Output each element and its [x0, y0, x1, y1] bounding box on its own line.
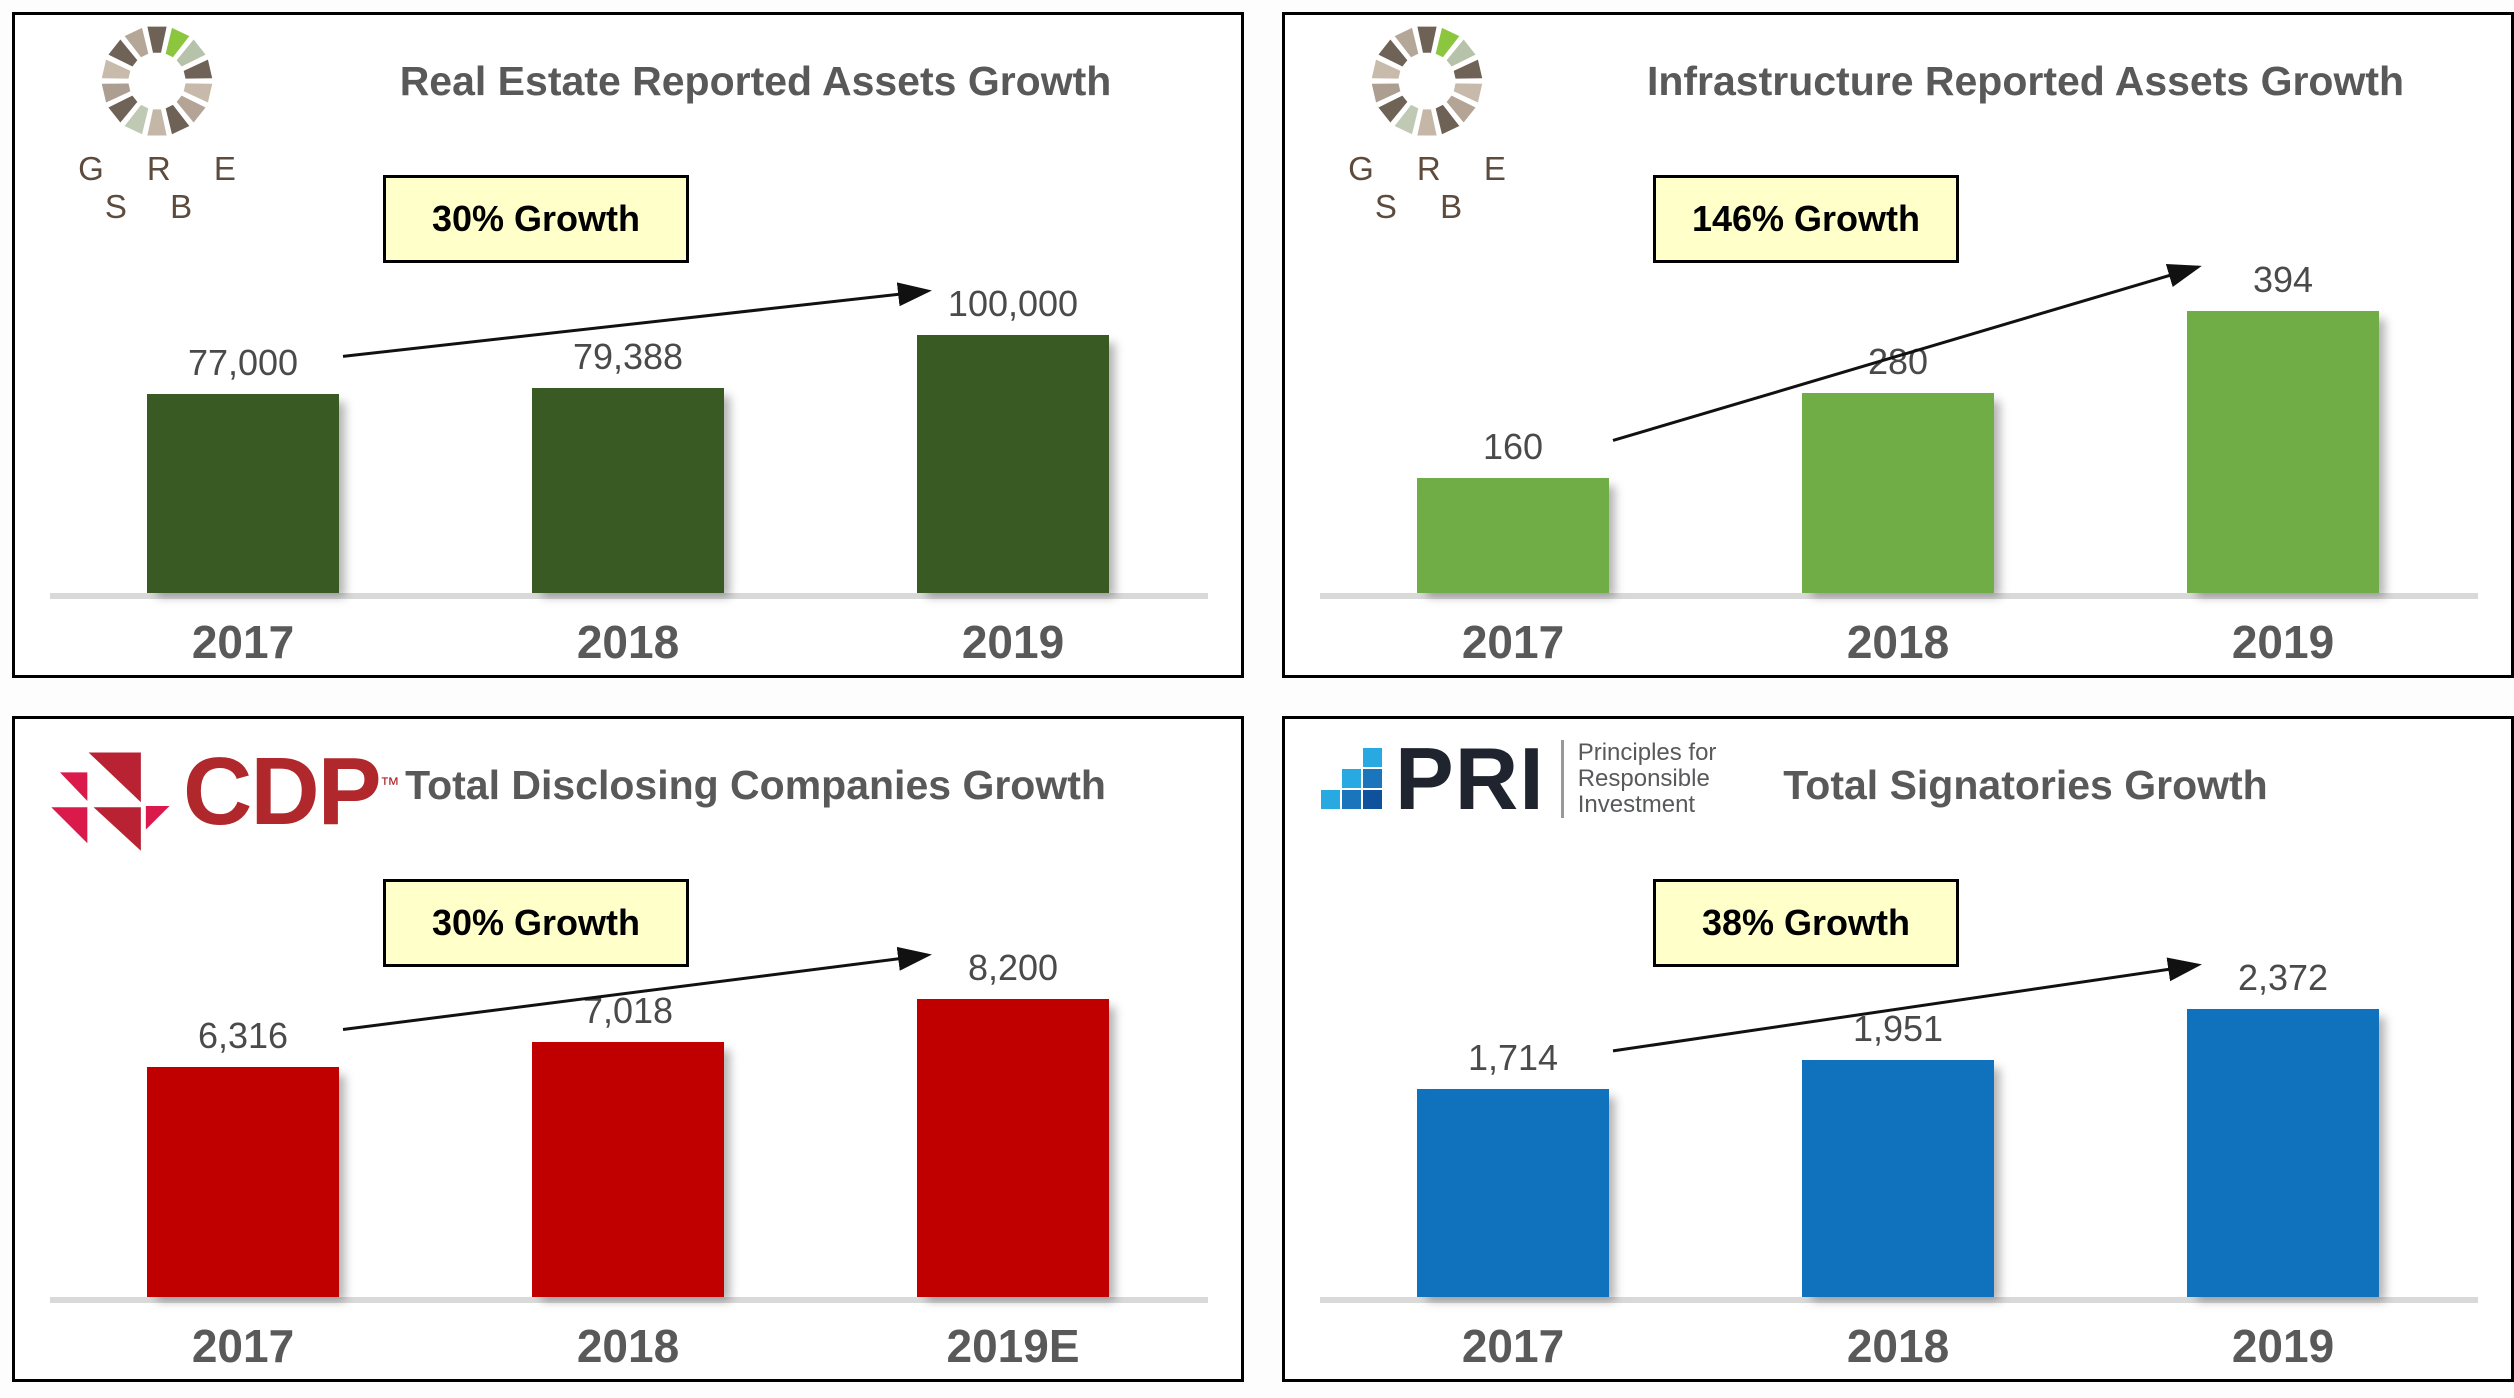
chart-panel-total-signatories: PRI Principles for Responsible Investment T…	[1282, 716, 2514, 1382]
bar-value-label: 8,200	[967, 947, 1059, 988]
gresb-logo: G R E S B	[1307, 21, 1547, 226]
category-label: 2017	[1461, 616, 1565, 668]
gresb-wordmark: G R E S B	[78, 150, 253, 225]
cdp-wordmark: CDP™	[183, 738, 400, 845]
category-label: 2018	[1846, 616, 1950, 668]
chart-panel-disclosing-companies: CDP™ Total Disclosing Companies Growth 3…	[12, 716, 1244, 1382]
bar-value-label: 280	[1867, 340, 1929, 382]
growth-annotation-text: 30% Growth	[431, 902, 641, 943]
chart-title: Real Estate Reported Assets Growth	[399, 58, 1112, 104]
chart-title: Total Disclosing Companies Growth	[405, 762, 1106, 808]
bar-value-label: 394	[2252, 259, 2314, 300]
growth-annotation: 30% Growth	[383, 879, 689, 967]
growth-annotation-text: 146% Growth	[1691, 198, 1921, 239]
category-label: 2019	[961, 616, 1065, 668]
category-label: 2019	[2231, 616, 2335, 668]
growth-annotation-text: 30% Growth	[431, 198, 641, 239]
category-label: 2017	[191, 1320, 295, 1372]
chart-title: Infrastructure Reported Assets Growth	[1646, 58, 2405, 104]
bar-value-label: 1,714	[1467, 1036, 1559, 1078]
gresb-ring-icon	[101, 26, 213, 136]
category-label: 2019E	[946, 1320, 1080, 1372]
x-axis-line	[50, 1297, 1208, 1303]
bar-value-label: 79,388	[572, 336, 684, 378]
chart-panel-infrastructure-assets: G R E S B Infrastructure Reported Assets…	[1282, 12, 2514, 678]
bar-value-label: 160	[1482, 426, 1544, 468]
bar-2017	[147, 1067, 339, 1297]
pri-tagline: Principles for Responsible Investment	[1577, 738, 1717, 818]
bar-value-label: 6,316	[197, 1015, 289, 1057]
bar-2019E	[917, 999, 1109, 1297]
bar-2018	[1802, 1060, 1994, 1297]
gresb-wordmark: G R E S B	[1348, 150, 1523, 225]
cdp-triangles-icon	[51, 752, 170, 851]
category-label: 2017	[191, 616, 295, 668]
bar-value-label: 7,018	[582, 989, 674, 1031]
pri-squares-icon	[1321, 747, 1382, 809]
chart-title: Total Signatories Growth	[1783, 762, 2268, 808]
category-label: 2017	[1461, 1320, 1565, 1372]
bar-2019	[917, 335, 1109, 593]
bar-2018	[1802, 392, 1994, 593]
bar-2019	[2187, 311, 2379, 593]
pri-tagline-line: Principles for	[1577, 738, 1717, 766]
growth-annotation: 30% Growth	[383, 175, 689, 263]
x-axis-line	[1320, 1297, 2478, 1303]
pri-tagline-line: Investment	[1577, 790, 1696, 818]
bar-2019	[2187, 1009, 2379, 1297]
bar-value-label: 100,000	[947, 283, 1079, 324]
growth-annotation-text: 38% Growth	[1701, 902, 1911, 943]
growth-annotation: 146% Growth	[1653, 175, 1959, 263]
bar-2018	[532, 388, 724, 593]
cdp-trademark: ™	[379, 774, 400, 796]
chart-panel-real-estate-assets: G R E S B Real Estate Reported Assets Gr…	[12, 12, 1244, 678]
category-label: 2018	[576, 616, 680, 668]
bar-2017	[147, 394, 339, 593]
category-label: 2018	[1846, 1320, 1950, 1372]
bar-2017	[1417, 1088, 1609, 1297]
pri-logo-divider	[1560, 739, 1564, 818]
bar-value-label: 1,951	[1852, 1008, 1944, 1050]
bar-value-label: 77,000	[187, 342, 299, 384]
gresb-logo: G R E S B	[37, 21, 277, 226]
pri-tagline-line: Responsible	[1577, 764, 1710, 792]
growth-annotation: 38% Growth	[1653, 879, 1959, 967]
pri-logo: PRI Principles for Responsible Investment	[1321, 729, 1717, 828]
pri-wordmark: PRI	[1395, 729, 1545, 828]
x-axis-line	[50, 593, 1208, 599]
gresb-ring-icon	[1371, 26, 1483, 136]
bar-2017	[1417, 478, 1609, 593]
bar-2018	[532, 1041, 724, 1297]
category-label: 2018	[576, 1320, 680, 1372]
cdp-logo: CDP™	[47, 738, 400, 857]
bar-value-label: 2,372	[2237, 957, 2329, 998]
x-axis-line	[1320, 593, 2478, 599]
category-label: 2019	[2231, 1320, 2335, 1372]
